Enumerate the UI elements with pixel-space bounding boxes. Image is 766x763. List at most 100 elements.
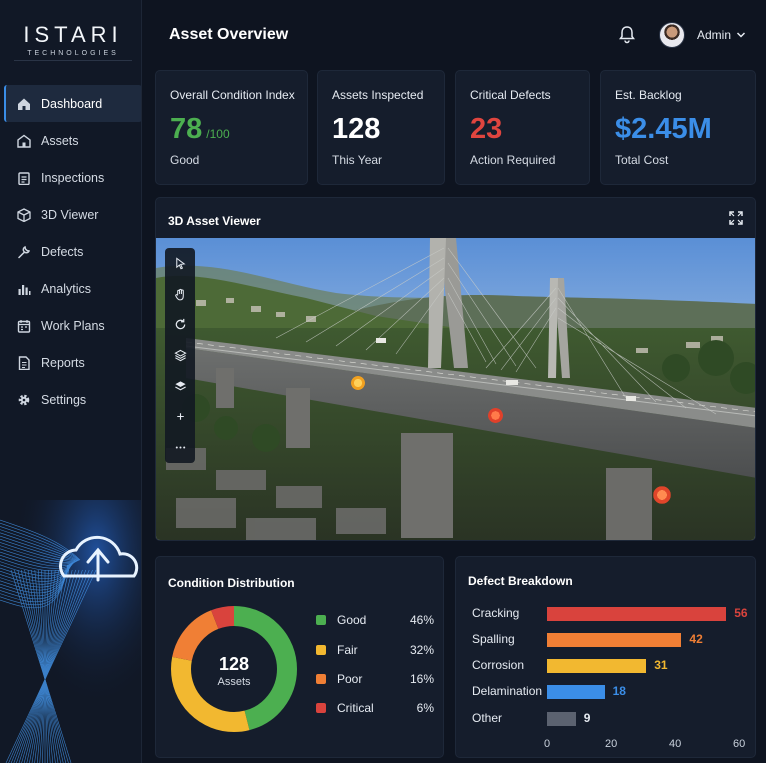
sidebar-item-dashboard[interactable]: Dashboard [4,85,141,122]
cloud-upload-illustration [0,500,141,763]
hand-icon[interactable] [165,279,195,310]
legend-percent: 46% [409,613,434,627]
legend-label: Poor [337,672,363,686]
sidebar-item-label: 3D Viewer [41,207,99,222]
bar-spalling [547,633,682,647]
sidebar-item-analytics[interactable]: Analytics [4,270,141,307]
kpi-card-assets-inspected: Assets Inspected 128 This Year [317,70,445,185]
sidebar-item-3d-viewer[interactable]: 3D Viewer [4,196,141,233]
legend-percent: 32% [409,643,434,657]
kpi-label: Est. Backlog [615,88,682,102]
kpi-label: Assets Inspected [332,88,424,102]
legend-item-critical: Critical 6% [316,700,434,716]
sidebar-item-label: Inspections [41,170,105,185]
calendar-icon [17,319,31,333]
bar-label: Delamination [472,684,543,698]
kpi-sub: This Year [332,153,383,167]
kpi-value: 78/100 [170,113,230,145]
viewer-title: 3D Asset Viewer [168,214,261,228]
defect-marker[interactable] [653,486,671,504]
sidebar-item-label: Reports [41,355,85,370]
sidebar-item-label: Dashboard [41,96,103,111]
legend-item-fair: Fair 32% [316,642,434,658]
legend-swatch [316,674,326,684]
cube-icon [17,207,31,222]
legend-label: Good [337,613,367,627]
legend-percent: 6% [416,701,434,715]
stack-icon[interactable] [165,371,195,402]
defect-marker[interactable] [351,376,365,390]
panel-title: Condition Distribution [168,576,295,590]
rotate-icon[interactable] [165,309,195,340]
viewer-panel: 3D Asset Viewer [155,197,756,541]
brand-name: ISTARI [23,22,123,47]
gear-icon [17,393,31,407]
brand-sub: TECHNOLOGIES [27,50,119,57]
defect-marker[interactable] [488,408,503,423]
sidebar-item-inspections[interactable]: Inspections [4,159,141,196]
bar-value: 42 [689,632,703,646]
sidebar-nav: Dashboard Assets Inspections 3D Viewer Defec… [4,85,141,418]
sidebar-item-assets[interactable]: Assets [4,122,141,159]
sidebar: ISTARI TECHNOLOGIES Dashboard Assets Inspe… [0,0,142,763]
condition-donut-chart [171,606,297,732]
sidebar-item-settings[interactable]: Settings [4,381,141,418]
kpi-suffix: /100 [206,127,230,141]
bar-cracking [547,607,727,621]
wrench-icon [17,245,31,259]
legend-swatch [316,703,326,713]
donut-slice-critical [171,606,297,732]
kpi-label: Critical Defects [470,88,551,102]
kpi-sub: Action Required [470,153,556,167]
sidebar-item-label: Assets [41,133,79,148]
kpi-sub: Good [170,153,200,167]
sidebar-item-reports[interactable]: Reports [4,344,141,381]
sidebar-item-label: Analytics [41,281,92,296]
layers-icon[interactable] [165,340,195,371]
chevron-down-icon[interactable] [736,30,746,40]
home-icon [17,97,31,111]
sidebar-item-label: Work Plans [41,318,105,333]
bar-label: Corrosion [472,658,525,672]
donut-slice-fair [171,606,297,732]
legend-item-poor: Poor 16% [316,671,434,687]
bar-value: 9 [583,711,591,725]
donut-center-value: 128 [218,654,250,674]
kpi-sub: Total Cost [615,153,669,167]
sidebar-item-work-plans[interactable]: Work Plans [4,307,141,344]
sidebar-item-defects[interactable]: Defects [4,233,141,270]
brand-logo[interactable]: ISTARI TECHNOLOGIES [14,22,132,64]
donut-center-label: Assets [217,676,251,688]
legend-swatch [316,615,326,625]
legend-label: Critical [337,701,374,715]
3d-viewport[interactable] [156,238,755,540]
kpi-value: 23 [470,113,503,145]
x-tick-label: 0 [544,738,551,750]
viewer-toolbar [165,248,195,463]
panel-title: Defect Breakdown [468,574,573,588]
bar-chart-icon [17,282,31,296]
more-icon[interactable] [165,432,195,463]
bell-icon[interactable] [617,24,637,44]
sidebar-item-label: Settings [41,392,87,407]
bar-value: 56 [734,606,748,620]
bar-delamination [547,685,605,699]
bar-corrosion [547,659,647,673]
plus-icon[interactable] [165,401,195,432]
page-title: Asset Overview [169,26,289,43]
building-icon [17,134,31,148]
user-name[interactable]: Admin [697,28,732,42]
x-tick-label: 60 [733,738,746,750]
kpi-card-backlog: Est. Backlog $2.45M Total Cost [600,70,756,185]
pointer-icon[interactable] [165,248,195,279]
legend-swatch [316,645,326,655]
sidebar-item-label: Defects [41,244,84,259]
kpi-label: Overall Condition Index [170,88,295,102]
avatar[interactable] [659,22,685,48]
x-tick-label: 20 [605,738,618,750]
legend-item-good: Good 46% [316,612,434,628]
defect-breakdown-panel: Defect Breakdown Cracking 56 Spalling 42 Cor… [455,556,756,758]
kpi-card-condition-index: Overall Condition Index 78/100 Good [155,70,308,185]
expand-icon[interactable] [729,211,743,225]
x-tick-label: 40 [669,738,682,750]
